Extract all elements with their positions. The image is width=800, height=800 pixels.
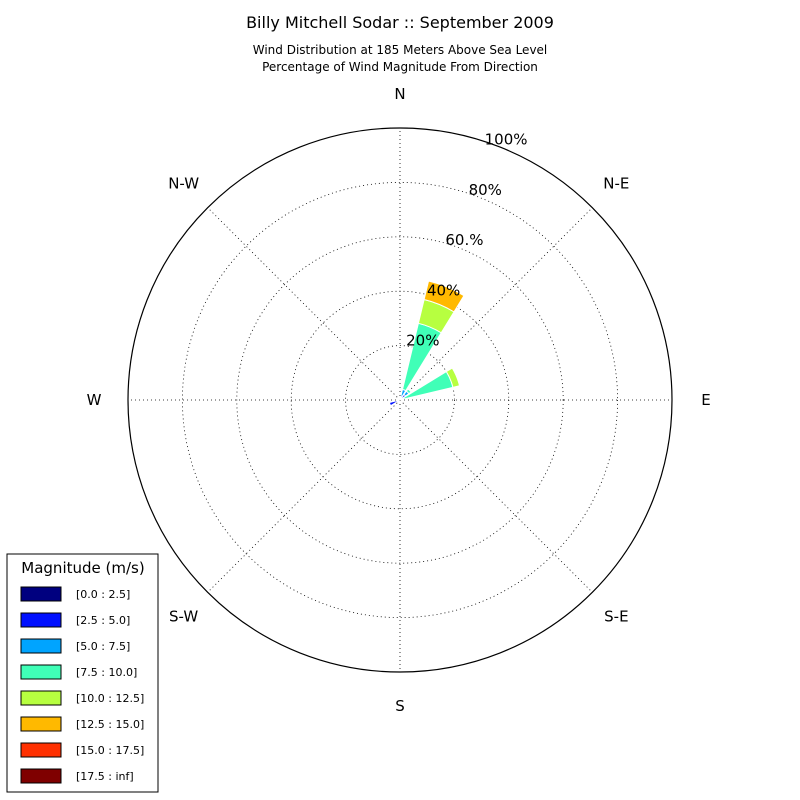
grid-spoke [207, 207, 401, 401]
direction-labels: N N-E E S-E S S-W W N-W [87, 85, 711, 715]
sector-segment [405, 388, 412, 395]
legend-label: [17.5 : inf] [76, 770, 134, 783]
legend-label: [12.5 : 15.0] [76, 718, 144, 731]
legend-swatch [20, 768, 62, 784]
legend-swatch [20, 690, 62, 706]
radial-tick-label: 60.% [445, 231, 483, 249]
legend-label: [7.5 : 10.0] [76, 666, 137, 679]
legend-label: [0.0 : 2.5] [76, 588, 130, 601]
wind-sector [388, 399, 401, 407]
direction-label: E [701, 391, 710, 409]
legend-title: Magnitude (m/s) [21, 559, 144, 577]
legend-swatch [20, 742, 62, 758]
grid-spoke [399, 399, 593, 593]
radial-tick-label: 40% [427, 281, 460, 299]
wind-sectors [388, 280, 465, 407]
wind-sector [399, 280, 465, 401]
direction-label: N [394, 85, 405, 103]
chart-subtitle-line-2: Percentage of Wind Magnitude From Direct… [262, 60, 538, 74]
grid-circle [236, 236, 564, 564]
direction-label: S [395, 697, 405, 715]
sector-segment [423, 280, 465, 313]
sector-segment [388, 399, 400, 407]
grid-circle [345, 345, 455, 455]
outer-circle [127, 127, 673, 673]
direction-label: W [87, 391, 102, 409]
wind-sector [397, 396, 401, 401]
chart-subtitle-line-1: Wind Distribution at 185 Meters Above Se… [253, 43, 548, 57]
polar-grid [127, 127, 673, 673]
sector-segment [445, 367, 461, 388]
legend-label: [15.0 : 17.5] [76, 744, 144, 757]
legend-swatch [20, 638, 62, 654]
legend-swatch [20, 612, 62, 628]
legend-swatch [20, 586, 62, 602]
legend-swatch [20, 716, 62, 732]
radial-tick-label: 100% [485, 131, 528, 149]
grid-spoke [207, 399, 401, 593]
legend-items: [0.0 : 2.5] [2.5 : 5.0] [5.0 : 7.5] [7.5 : … [20, 586, 144, 784]
grid-circle [181, 181, 619, 619]
radial-tick-label: 20% [406, 332, 439, 350]
direction-label: N-W [168, 175, 199, 193]
sector-segment [397, 396, 401, 400]
radial-tick-label: 80% [469, 181, 502, 199]
direction-label: S-E [604, 607, 628, 625]
legend-swatch [20, 664, 62, 680]
direction-label: S-W [169, 607, 198, 625]
legend: Magnitude (m/s) [0.0 : 2.5] [2.5 : 5.0] [5… [6, 553, 159, 793]
grid-spoke [399, 207, 593, 401]
legend-label: [2.5 : 5.0] [76, 614, 130, 627]
legend-label: [10.0 : 12.5] [76, 692, 144, 705]
radial-ticks: 20% 40% 60.% 80% 100% [406, 131, 527, 350]
legend-label: [5.0 : 7.5] [76, 640, 130, 653]
wind-sector [399, 367, 461, 401]
direction-label: N-E [603, 175, 629, 193]
chart-title: Billy Mitchell Sodar :: September 2009 [246, 13, 554, 32]
